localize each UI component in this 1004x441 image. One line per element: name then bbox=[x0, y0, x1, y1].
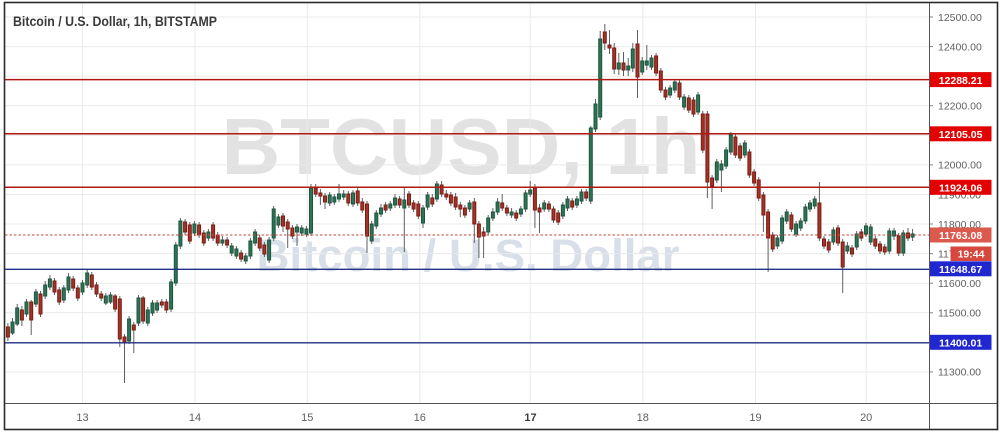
svg-text:11300.00: 11300.00 bbox=[938, 367, 981, 379]
svg-text:11763.08: 11763.08 bbox=[939, 230, 982, 242]
svg-text:19:44: 19:44 bbox=[958, 248, 985, 260]
svg-text:12288.21: 12288.21 bbox=[939, 75, 983, 87]
svg-text:16: 16 bbox=[414, 412, 426, 424]
svg-text:11500.00: 11500.00 bbox=[938, 308, 981, 320]
svg-text:18: 18 bbox=[637, 412, 649, 424]
svg-text:13: 13 bbox=[76, 412, 88, 424]
svg-text:20: 20 bbox=[860, 412, 872, 424]
svg-text:19: 19 bbox=[749, 412, 761, 424]
svg-text:14: 14 bbox=[189, 412, 201, 424]
svg-text:12000.00: 12000.00 bbox=[938, 160, 982, 172]
svg-text:11600.00: 11600.00 bbox=[938, 278, 981, 290]
svg-text:Bitcoin / U.S. Dollar, 1h, BIT: Bitcoin / U.S. Dollar, 1h, BITSTAMP bbox=[13, 13, 217, 29]
svg-text:Bitcoin / U.S. Dollar: Bitcoin / U.S. Dollar bbox=[257, 230, 680, 281]
svg-text:12105.05: 12105.05 bbox=[939, 129, 983, 141]
svg-text:17: 17 bbox=[524, 412, 536, 424]
svg-text:12500.00: 12500.00 bbox=[938, 12, 982, 24]
svg-text:11648.67: 11648.67 bbox=[939, 264, 982, 276]
svg-text:12200.00: 12200.00 bbox=[938, 101, 982, 113]
svg-text:11924.06: 11924.06 bbox=[939, 183, 982, 195]
svg-text:BTCUSD, 1h: BTCUSD, 1h bbox=[222, 102, 701, 191]
svg-text:15: 15 bbox=[301, 412, 313, 424]
svg-text:12400.00: 12400.00 bbox=[938, 41, 982, 53]
svg-text:11400.01: 11400.01 bbox=[939, 338, 982, 350]
